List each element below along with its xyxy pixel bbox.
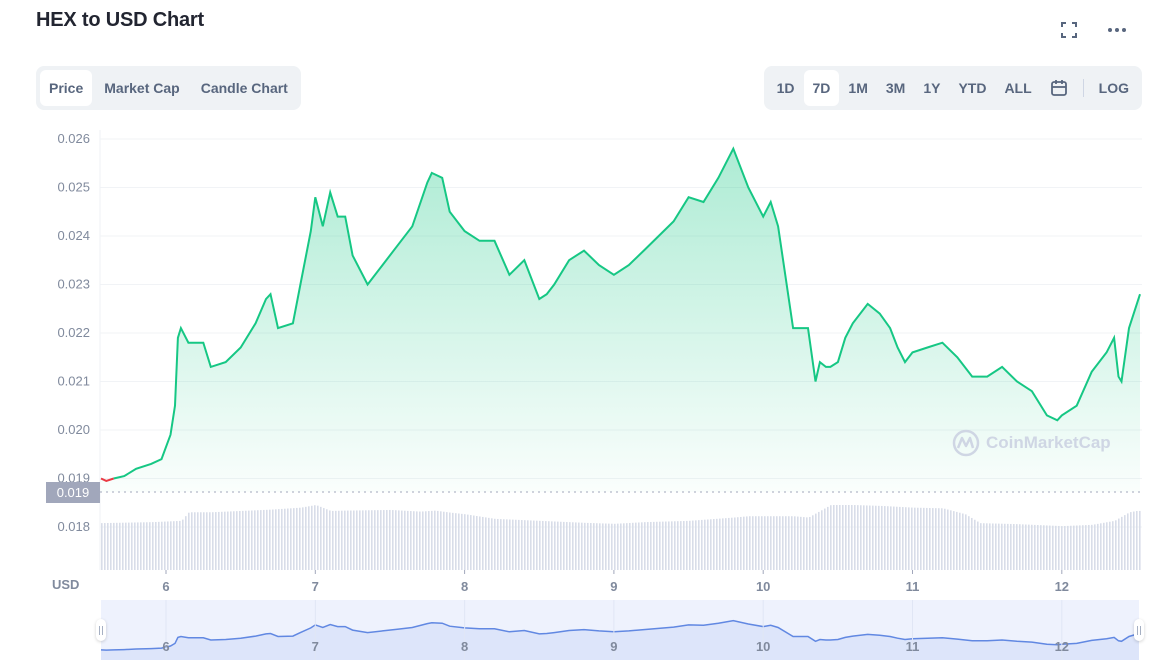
- divider: [1082, 79, 1084, 97]
- range-1d[interactable]: 1D: [776, 80, 795, 96]
- expand-icon: [1061, 22, 1077, 38]
- svg-text:0.019: 0.019: [57, 471, 90, 486]
- chart-type-tabs: Price Market Cap Candle Chart: [36, 66, 301, 110]
- range-ytd[interactable]: YTD: [958, 80, 987, 96]
- coinmarketcap-logo-icon: [952, 429, 980, 457]
- y-axis: 0.026 0.025 0.024 0.023 0.022 0.021 0.020 0.019…: [57, 131, 90, 534]
- svg-text:11: 11: [906, 639, 920, 654]
- svg-text:8: 8: [461, 639, 468, 654]
- svg-text:6: 6: [162, 639, 169, 654]
- svg-text:0.023: 0.023: [57, 277, 90, 292]
- navigator-left-handle[interactable]: [96, 619, 106, 641]
- calendar-icon: [1050, 80, 1067, 96]
- fullscreen-button[interactable]: [1056, 18, 1082, 42]
- tab-candle-chart[interactable]: Candle Chart: [200, 80, 288, 96]
- current-price-tag: 0.019: [46, 482, 100, 503]
- tab-market-cap[interactable]: Market Cap: [104, 80, 180, 96]
- svg-text:0.021: 0.021: [57, 374, 90, 389]
- svg-text:7: 7: [312, 639, 319, 654]
- navigator-line: [100, 619, 1140, 651]
- price-line-below-baseline: [100, 477, 115, 482]
- svg-text:0.026: 0.026: [57, 131, 90, 146]
- svg-text:0.020: 0.020: [57, 422, 90, 437]
- svg-text:8: 8: [461, 579, 468, 594]
- x-axis: 6 7 8 9 10 11 12: [162, 570, 1069, 594]
- navigator-x-axis: 6 7 8 9 10 11 12: [162, 600, 1069, 660]
- more-horizontal-icon: [1108, 28, 1126, 32]
- svg-text:12: 12: [1055, 579, 1069, 594]
- svg-text:7: 7: [312, 579, 319, 594]
- page-title: HEX to USD Chart: [36, 9, 204, 31]
- range-all[interactable]: ALL: [1004, 80, 1032, 96]
- range-3m[interactable]: 3M: [885, 80, 906, 96]
- more-options-button[interactable]: [1104, 18, 1130, 42]
- svg-text:12: 12: [1055, 639, 1069, 654]
- svg-text:11: 11: [906, 579, 920, 594]
- svg-text:0.022: 0.022: [57, 325, 90, 340]
- watermark-text: CoinMarketCap: [986, 433, 1111, 452]
- svg-text:0.018: 0.018: [57, 519, 90, 534]
- svg-text:0.024: 0.024: [57, 228, 90, 243]
- currency-label: USD: [52, 577, 80, 592]
- navigator-area: [101, 620, 1139, 660]
- navigator[interactable]: 6 7 8 9 10 11 12: [100, 600, 1140, 660]
- date-picker-button[interactable]: [1041, 70, 1077, 106]
- chart-actions: [1056, 18, 1130, 42]
- range-1m[interactable]: 1M: [848, 80, 868, 96]
- navigator-right-handle[interactable]: [1134, 619, 1144, 641]
- svg-text:10: 10: [756, 579, 770, 594]
- volume-bars: [101, 505, 1141, 570]
- range-1y[interactable]: 1Y: [923, 80, 941, 96]
- svg-text:9: 9: [610, 579, 617, 594]
- svg-text:9: 9: [610, 639, 617, 654]
- svg-text:10: 10: [756, 639, 770, 654]
- log-scale-toggle[interactable]: LOG: [1098, 80, 1129, 96]
- range-7d[interactable]: 7D: [803, 70, 840, 106]
- time-range-tabs: 1D 7D 1M 3M 1Y YTD ALL LOG: [763, 66, 1142, 110]
- tab-price[interactable]: Price: [40, 70, 93, 106]
- svg-text:6: 6: [162, 579, 169, 594]
- price-area: [101, 148, 1140, 492]
- price-line: [113, 146, 1141, 480]
- svg-text:0.025: 0.025: [57, 180, 90, 195]
- watermark: CoinMarketCap: [952, 429, 1111, 457]
